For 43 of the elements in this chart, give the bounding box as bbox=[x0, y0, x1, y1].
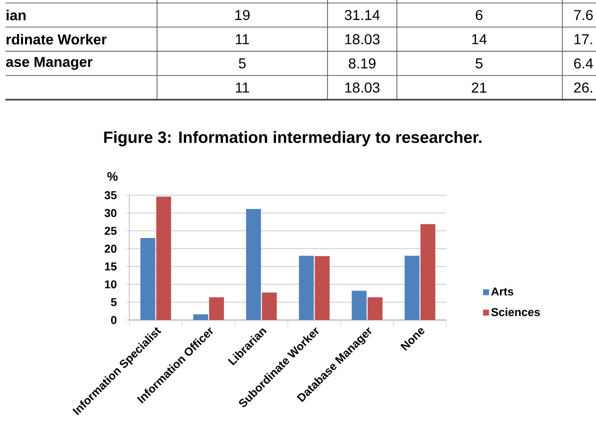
text: 18.03 bbox=[345, 34, 380, 44]
text: 21 bbox=[472, 82, 486, 93]
y-tick-label: 10 bbox=[104, 280, 116, 288]
y-tick-label: 30 bbox=[104, 209, 116, 218]
legend-label: Arts bbox=[491, 288, 514, 296]
text: 11 bbox=[236, 34, 250, 44]
text: 17. bbox=[574, 34, 592, 44]
bar bbox=[209, 297, 224, 320]
text: 7.6 bbox=[574, 10, 593, 20]
text: ase Manager bbox=[6, 57, 92, 70]
y-tick-label: 25 bbox=[104, 226, 117, 235]
y-tick-label: 0 bbox=[111, 316, 116, 324]
text: 6 bbox=[476, 10, 482, 20]
legend-label: Sciences bbox=[491, 308, 540, 316]
text: 5 bbox=[476, 58, 482, 68]
text: 26. bbox=[574, 82, 592, 93]
chart-title: Figure 3: Information intermediary to researcher. bbox=[104, 131, 482, 146]
bar bbox=[262, 292, 277, 320]
y-tick-label: 15 bbox=[104, 262, 117, 271]
text: 19 bbox=[235, 10, 250, 20]
y-tick-label: 35 bbox=[104, 191, 117, 200]
bar bbox=[193, 314, 208, 320]
text: 8.19 bbox=[348, 58, 376, 69]
bar bbox=[246, 209, 261, 320]
text: ian bbox=[6, 10, 26, 20]
bar bbox=[368, 297, 382, 320]
y-tick-label: 5 bbox=[110, 298, 117, 306]
bar bbox=[156, 196, 172, 320]
bar bbox=[298, 256, 314, 320]
y-tick-label: 20 bbox=[104, 244, 116, 253]
text: 5 bbox=[238, 58, 246, 68]
bar bbox=[314, 256, 330, 320]
text: rdinate Worker bbox=[6, 34, 107, 45]
text: 11 bbox=[236, 82, 250, 93]
text: 18.03 bbox=[345, 82, 380, 93]
bar bbox=[352, 290, 367, 320]
bar bbox=[140, 238, 156, 320]
y-axis-title: % bbox=[107, 172, 118, 181]
text: 31.14 bbox=[344, 10, 380, 20]
text: 6.4 bbox=[574, 58, 593, 69]
bar bbox=[420, 224, 436, 320]
text: 14 bbox=[472, 34, 487, 44]
bar bbox=[404, 256, 420, 320]
